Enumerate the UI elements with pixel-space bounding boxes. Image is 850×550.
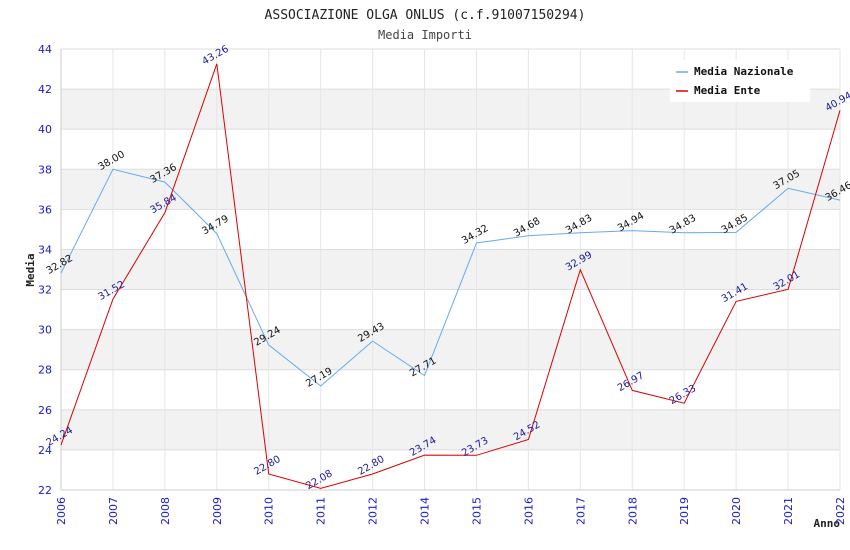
grid-band: [61, 329, 840, 370]
x-tick-label: 2006: [55, 497, 68, 525]
legend: Media Nazionale Media Ente: [670, 60, 810, 102]
series-line-media-nazionale: [60, 168, 841, 387]
legend-label-media-ente: Media Ente: [694, 84, 761, 97]
y-tick-label: 24: [38, 444, 52, 457]
x-tick-label: 2008: [159, 497, 172, 525]
y-tick-label: 34: [38, 243, 52, 256]
chart-subtitle: Media Importi: [378, 28, 472, 42]
x-tick-label: 2011: [315, 497, 328, 525]
y-tick-label: 22: [38, 484, 52, 497]
series-line-media-ente: [60, 63, 841, 489]
y-axis-label: Media: [24, 253, 37, 286]
grid-band: [61, 409, 840, 450]
x-tick-label: 2020: [730, 497, 743, 525]
x-tick-label: 2016: [522, 497, 535, 525]
data-label-media-ente: 22.80: [252, 454, 282, 478]
x-tick-label: 2017: [574, 497, 587, 525]
x-tick-label: 2014: [419, 497, 432, 525]
data-label-media-ente: 43.26: [200, 44, 230, 68]
data-label-media-ente: 22.08: [304, 468, 334, 492]
y-tick-label: 30: [38, 324, 52, 337]
chart-title: ASSOCIAZIONE OLGA ONLUS (c.f.91007150294…: [265, 8, 586, 23]
legend-label-media-nazionale: Media Nazionale: [694, 65, 794, 78]
grid-band: [61, 249, 840, 290]
y-tick-label: 38: [38, 163, 52, 176]
y-tick-label: 32: [38, 284, 52, 297]
legend-box: [670, 60, 810, 102]
x-tick-label: 2009: [211, 497, 224, 525]
x-tick-label: 2019: [678, 497, 691, 525]
x-tick-label: 2022: [834, 497, 847, 525]
grid-bands: [61, 89, 840, 450]
series-lines: [60, 63, 841, 489]
x-tick-label: 2015: [470, 497, 483, 525]
y-axis-ticks: 22 24 26 28 30 32 34 36 38 40 42 44: [38, 43, 52, 497]
y-tick-label: 36: [38, 203, 52, 216]
x-axis-ticks: 2006 2007 2008 2009 2010 2011 2012 2014 2015 2016…: [55, 497, 847, 525]
y-tick-label: 44: [38, 43, 52, 56]
grid-band: [61, 169, 840, 210]
y-tick-label: 26: [38, 404, 52, 417]
x-tick-label: 2021: [782, 497, 795, 525]
data-label-media-nazionale: 34.32: [460, 223, 490, 247]
x-tick-label: 2012: [367, 497, 380, 525]
y-tick-label: 40: [38, 123, 52, 136]
x-axis-label: Anno: [814, 517, 841, 530]
x-tick-label: 2007: [107, 497, 120, 525]
y-tick-label: 28: [38, 364, 52, 377]
data-label-media-ente: 26.97: [616, 370, 646, 394]
grid-lines: [60, 48, 841, 491]
x-tick-label: 2010: [263, 497, 276, 525]
y-tick-label: 42: [38, 83, 52, 96]
data-label-media-nazionale: 34.79: [200, 214, 230, 238]
x-tick-label: 2018: [626, 497, 639, 525]
